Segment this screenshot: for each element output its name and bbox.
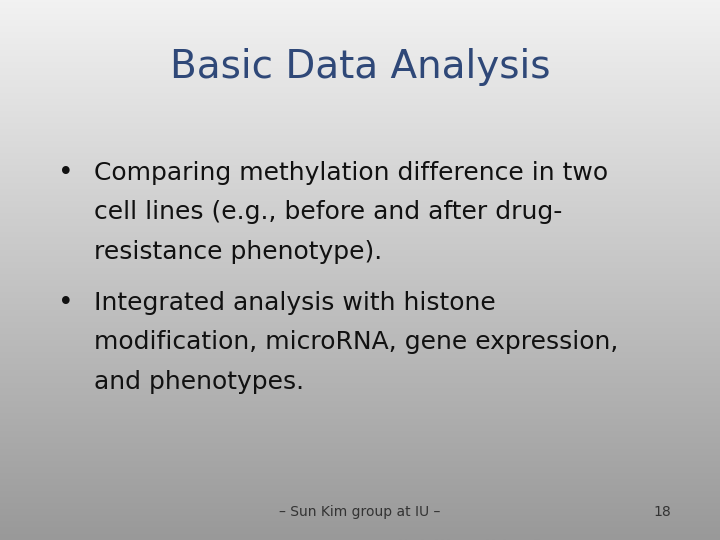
Text: – Sun Kim group at IU –: – Sun Kim group at IU – bbox=[279, 505, 441, 519]
Text: •: • bbox=[58, 160, 73, 186]
Text: cell lines (e.g., before and after drug-: cell lines (e.g., before and after drug- bbox=[94, 200, 562, 224]
Text: resistance phenotype).: resistance phenotype). bbox=[94, 240, 382, 264]
Text: Comparing methylation difference in two: Comparing methylation difference in two bbox=[94, 161, 608, 185]
Text: •: • bbox=[58, 290, 73, 316]
Text: and phenotypes.: and phenotypes. bbox=[94, 370, 304, 394]
Text: 18: 18 bbox=[654, 505, 671, 519]
Text: modification, microRNA, gene expression,: modification, microRNA, gene expression, bbox=[94, 330, 618, 354]
Text: Integrated analysis with histone: Integrated analysis with histone bbox=[94, 291, 495, 315]
Text: Basic Data Analysis: Basic Data Analysis bbox=[170, 49, 550, 86]
